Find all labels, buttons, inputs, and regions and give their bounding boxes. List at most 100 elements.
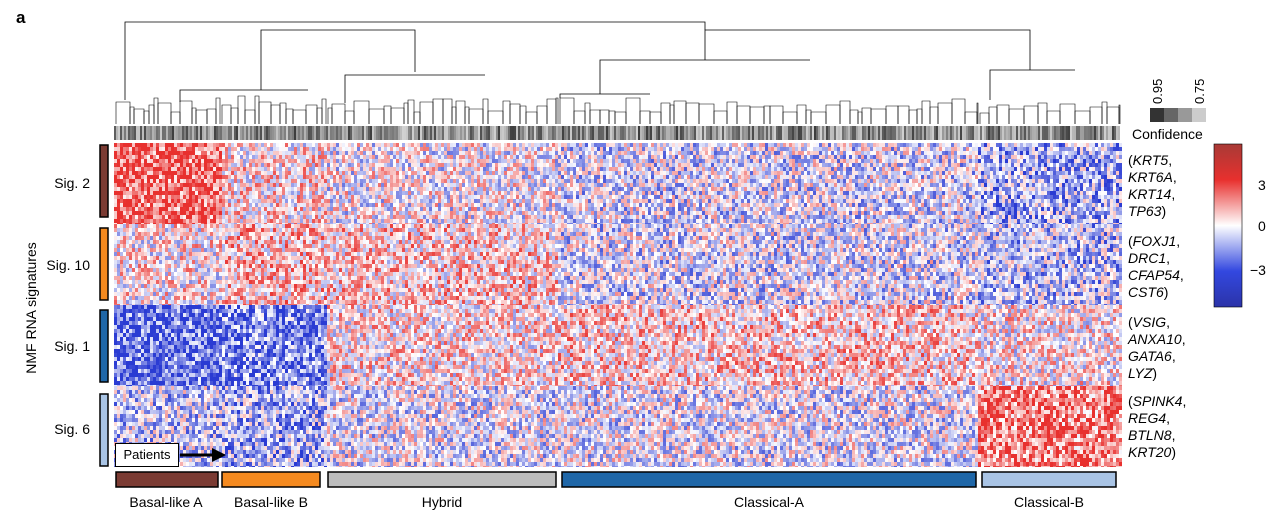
heatmap-cell [588, 147, 591, 151]
heatmap-cell [834, 163, 837, 167]
confidence-cell [852, 126, 854, 140]
confidence-cell [446, 126, 448, 140]
heatmap-cell [921, 171, 924, 175]
heatmap-cell [375, 155, 378, 159]
heatmap-cell [780, 143, 783, 147]
heatmap-cell [393, 155, 396, 159]
heatmap-cell [1026, 147, 1029, 151]
heatmap-cell [1038, 163, 1041, 167]
heatmap-cell [642, 183, 645, 187]
heatmap-cell [732, 163, 735, 167]
heatmap-cell [651, 187, 654, 191]
heatmap-cell [285, 187, 288, 191]
heatmap-cell [333, 159, 336, 163]
heatmap-cell [834, 187, 837, 191]
heatmap-cell [363, 151, 366, 155]
heatmap-cell [765, 171, 768, 175]
heatmap-cell [936, 151, 939, 155]
heatmap-cell [666, 159, 669, 163]
heatmap-cell [525, 167, 528, 171]
confidence-cell [926, 126, 928, 140]
heatmap-cell [510, 159, 513, 163]
heatmap-cell [822, 191, 825, 195]
heatmap-cell [714, 175, 717, 179]
heatmap-cell [402, 187, 405, 191]
confidence-cell [176, 126, 178, 140]
heatmap-cell [825, 171, 828, 175]
heatmap-cell [390, 179, 393, 183]
heatmap-cell [1032, 159, 1035, 163]
heatmap-cell [138, 175, 141, 179]
heatmap-cell [252, 159, 255, 163]
heatmap-cell [879, 179, 882, 183]
heatmap-cell [561, 183, 564, 187]
heatmap-cell [786, 183, 789, 187]
heatmap-cell [876, 151, 879, 155]
heatmap-cell [291, 159, 294, 163]
heatmap-cell [381, 143, 384, 147]
heatmap-cell [507, 163, 510, 167]
heatmap-cell [783, 167, 786, 171]
heatmap-cell [576, 187, 579, 191]
heatmap-cell [636, 183, 639, 187]
confidence-cell [896, 126, 898, 140]
heatmap-cell [564, 183, 567, 187]
heatmap-cell [696, 183, 699, 187]
heatmap-cell [285, 143, 288, 147]
heatmap-cell [780, 167, 783, 171]
heatmap-cell [804, 159, 807, 163]
heatmap-cell [801, 147, 804, 151]
confidence-cell [684, 126, 686, 140]
confidence-cell [776, 126, 778, 140]
heatmap-cell [189, 187, 192, 191]
confidence-cell [534, 126, 536, 140]
heatmap-cell [507, 155, 510, 159]
heatmap-cell [546, 155, 549, 159]
heatmap-cell [534, 183, 537, 187]
heatmap-cell [876, 187, 879, 191]
dendrogram-leaf [769, 105, 784, 124]
heatmap-cell [828, 187, 831, 191]
heatmap-cell [288, 159, 291, 163]
heatmap-cell [318, 175, 321, 179]
heatmap-cell [477, 159, 480, 163]
heatmap-cell [249, 171, 252, 175]
heatmap-cell [942, 179, 945, 183]
confidence-cell [792, 126, 794, 140]
heatmap-cell [540, 171, 543, 175]
heatmap-cell [585, 191, 588, 195]
heatmap-cell [399, 167, 402, 171]
heatmap-cell [594, 183, 597, 187]
heatmap-cell [807, 187, 810, 191]
heatmap-cell [345, 171, 348, 175]
heatmap-cell [765, 183, 768, 187]
heatmap-cell [339, 163, 342, 167]
heatmap-cell [669, 155, 672, 159]
heatmap-cell [891, 159, 894, 163]
heatmap-cell [246, 155, 249, 159]
heatmap-cell [264, 143, 267, 147]
heatmap-cell [1038, 183, 1041, 187]
heatmap-cell [438, 151, 441, 155]
heatmap-cell [339, 187, 342, 191]
heatmap-cell [702, 159, 705, 163]
heatmap-cell [333, 143, 336, 147]
heatmap-cell [285, 171, 288, 175]
heatmap-cell [438, 183, 441, 187]
heatmap-cell [276, 175, 279, 179]
heatmap-cell [282, 183, 285, 187]
heatmap-cell [363, 167, 366, 171]
heatmap-cell [438, 147, 441, 151]
heatmap-cell [918, 159, 921, 163]
heatmap-cell [504, 167, 507, 171]
heatmap-cell [420, 159, 423, 163]
heatmap-cell [465, 171, 468, 175]
heatmap-cell [849, 147, 852, 151]
heatmap-cell [501, 175, 504, 179]
heatmap-cell [456, 159, 459, 163]
heatmap-cell [450, 167, 453, 171]
heatmap-cell [468, 175, 471, 179]
heatmap-cell [1038, 179, 1041, 183]
heatmap-cell [519, 159, 522, 163]
heatmap-cell [915, 143, 918, 147]
